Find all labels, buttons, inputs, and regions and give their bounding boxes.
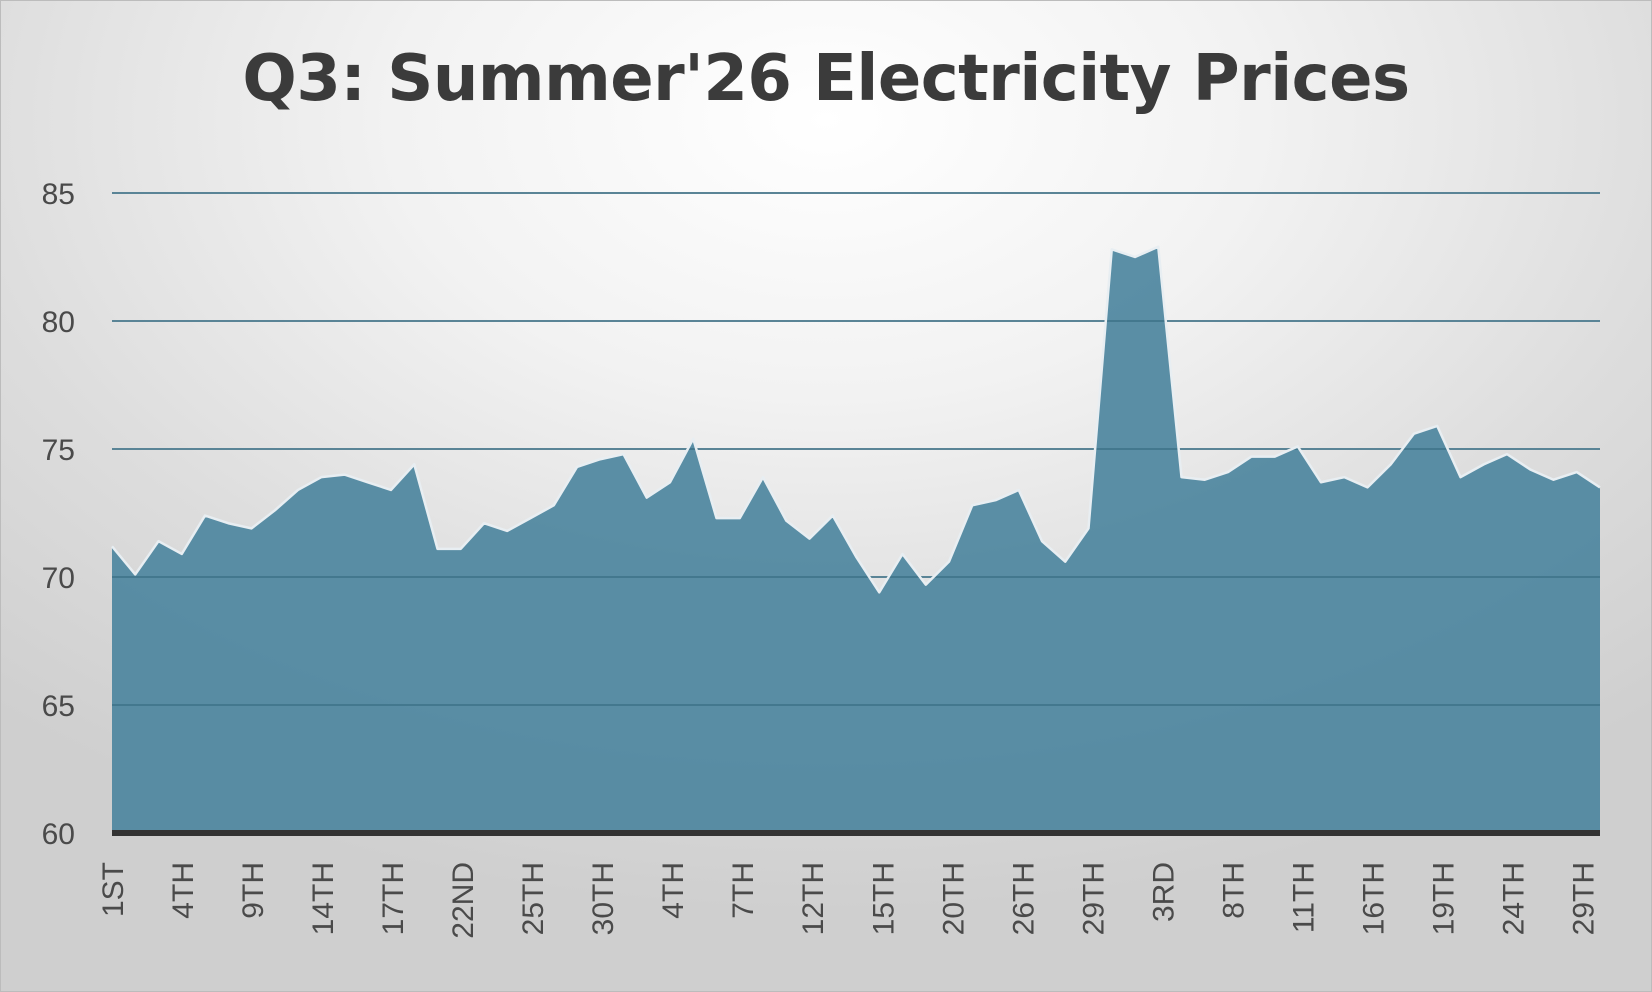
x-tick-label: 17TH <box>377 862 410 935</box>
x-tick-label: 11TH <box>1287 862 1320 933</box>
x-tick-label: 4TH <box>167 862 200 919</box>
x-tick-label: 8TH <box>1217 862 1250 919</box>
x-tick-label: 29TH <box>1077 862 1110 935</box>
x-tick-label: 29TH <box>1567 862 1600 935</box>
y-tick-label-85: 85 <box>42 178 75 211</box>
x-tick-label: 16TH <box>1357 862 1390 935</box>
x-tick-label: 22ND <box>447 862 480 939</box>
x-tick-label: 14TH <box>307 862 340 935</box>
x-tick-label: 30TH <box>587 862 620 935</box>
y-tick-label-65: 65 <box>42 690 75 723</box>
x-tick-label: 25TH <box>517 862 550 935</box>
x-tick-label: 12TH <box>797 862 830 935</box>
x-tick-label: 15TH <box>867 862 900 935</box>
chart-title: Q3: Summer'26 Electricity Prices <box>242 42 1410 116</box>
y-tick-label-80: 80 <box>42 306 75 339</box>
x-tick-label: 24TH <box>1497 862 1530 935</box>
x-tick-label: 7TH <box>727 862 760 919</box>
x-tick-label: 19TH <box>1427 862 1460 935</box>
x-tick-label: 26TH <box>1007 862 1040 935</box>
price-area <box>112 246 1600 833</box>
y-tick-label-60: 60 <box>42 818 75 851</box>
x-tick-label: 3RD <box>1147 862 1180 922</box>
x-tick-label: 4TH <box>657 862 690 919</box>
y-tick-label-75: 75 <box>42 434 75 467</box>
x-tick-label: 9TH <box>237 862 270 919</box>
x-tick-label: 20TH <box>937 862 970 935</box>
y-tick-label-70: 70 <box>42 562 75 595</box>
x-tick-label: 1ST <box>97 862 130 917</box>
price-line <box>111 245 1601 594</box>
